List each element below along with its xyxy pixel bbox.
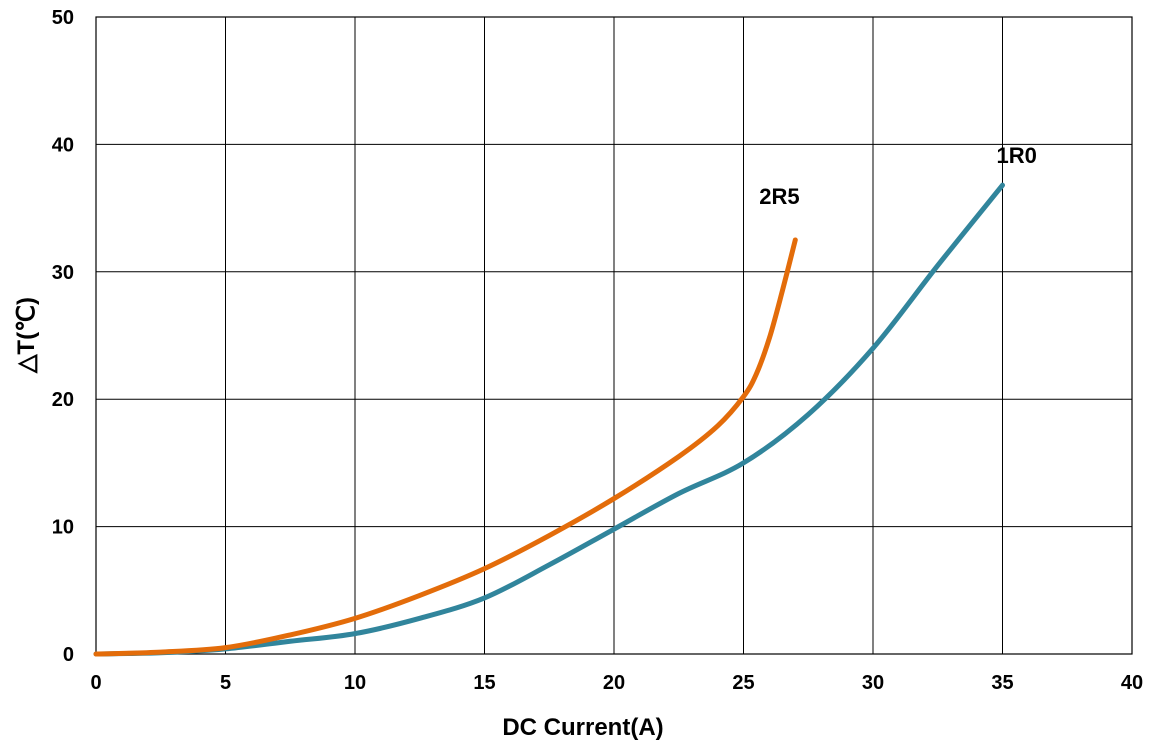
x-tick-labels: 0 5 10 15 20 25 30 35 40	[90, 672, 1143, 694]
y-tick-labels: 0 10 20 30 40 50	[52, 7, 74, 666]
y-tick-label: 40	[52, 134, 74, 156]
series-label-1r0: 1R0	[997, 143, 1037, 168]
x-tick-label: 35	[991, 672, 1013, 694]
x-tick-label: 25	[732, 672, 754, 694]
series-labels: 1R0 2R5	[759, 143, 1037, 209]
x-tick-label: 10	[344, 672, 366, 694]
y-tick-label: 30	[52, 262, 74, 284]
x-tick-label: 20	[603, 672, 625, 694]
plot-area	[95, 16, 1133, 655]
y-tick-label: 10	[52, 517, 74, 539]
grid	[95, 16, 1133, 655]
x-tick-label: 15	[473, 672, 495, 694]
x-axis-title: DC Current(A)	[502, 714, 663, 741]
y-tick-label: 0	[63, 644, 74, 666]
y-tick-label: 20	[52, 389, 74, 411]
series-layer	[93, 182, 1005, 657]
series-line-1r0	[93, 182, 1005, 657]
y-axis-title: △T(℃)	[13, 297, 40, 374]
series-label-2r5: 2R5	[759, 184, 799, 209]
x-tick-label: 40	[1121, 672, 1143, 694]
x-tick-label: 30	[862, 672, 884, 694]
x-tick-label: 0	[90, 672, 101, 694]
y-tick-label: 50	[52, 7, 74, 29]
x-tick-label: 5	[220, 672, 231, 694]
series-line-2r5	[93, 237, 798, 657]
